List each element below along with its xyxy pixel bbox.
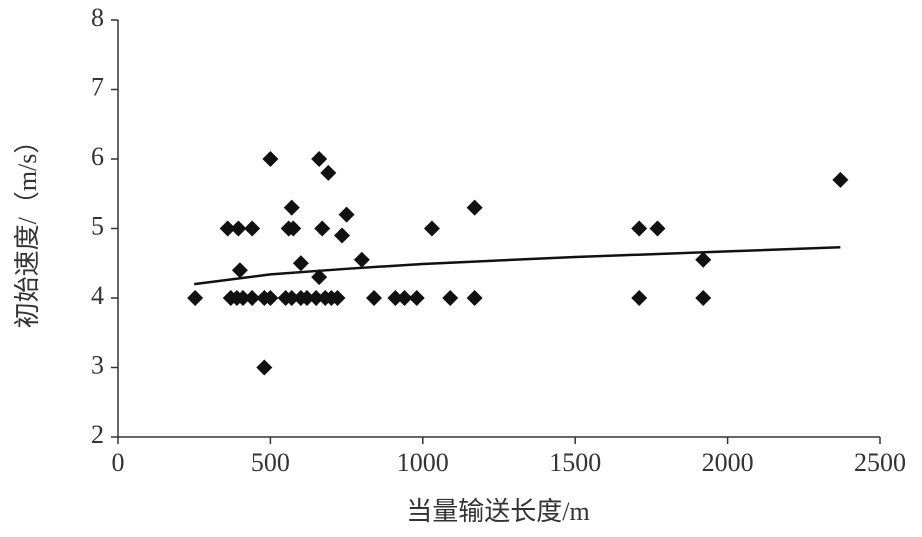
point [219, 220, 236, 237]
point [329, 290, 346, 306]
point [262, 290, 279, 306]
point [283, 199, 300, 216]
y-axis-label: 初始速度/（m/s） [13, 128, 42, 329]
point [442, 290, 459, 306]
point [366, 290, 383, 306]
point [387, 290, 404, 306]
point [320, 164, 337, 181]
x-tick-label: 500 [251, 448, 290, 477]
point [292, 255, 309, 272]
y-tick-label: 3 [91, 350, 104, 379]
y-tick-label: 6 [91, 142, 104, 171]
x-tick-label: 0 [112, 448, 125, 477]
point [631, 220, 648, 237]
point [234, 290, 251, 306]
point [244, 290, 261, 306]
point [396, 290, 413, 306]
point [466, 290, 483, 306]
point [353, 251, 370, 268]
point [832, 171, 849, 188]
y-tick-label: 2 [91, 420, 104, 449]
x-tick-label: 1000 [397, 448, 449, 477]
point [695, 290, 712, 306]
point [231, 262, 248, 279]
point [311, 151, 328, 167]
y-tick-label: 5 [91, 211, 104, 240]
trend-line [194, 246, 841, 286]
point [187, 290, 204, 306]
point [466, 199, 483, 216]
y-tick-label: 7 [91, 72, 104, 101]
point [334, 227, 351, 244]
x-tick-label: 1500 [549, 448, 601, 477]
point [308, 290, 325, 306]
point [285, 220, 302, 237]
point [283, 290, 300, 306]
point [695, 251, 712, 268]
x-tick-label: 2000 [702, 448, 754, 477]
x-tick-label: 2500 [854, 448, 906, 477]
point [338, 206, 355, 223]
x-axis-label: 当量输送长度/m [406, 497, 589, 526]
point [262, 151, 279, 167]
point [649, 220, 666, 237]
point [244, 220, 261, 237]
point [298, 290, 315, 306]
point [408, 290, 425, 306]
y-tick-label: 4 [91, 281, 104, 310]
point [631, 290, 648, 306]
point [311, 269, 328, 286]
point [230, 220, 247, 237]
point [314, 220, 331, 237]
y-tick-label: 8 [91, 3, 104, 32]
point [256, 359, 273, 376]
point [423, 220, 440, 237]
